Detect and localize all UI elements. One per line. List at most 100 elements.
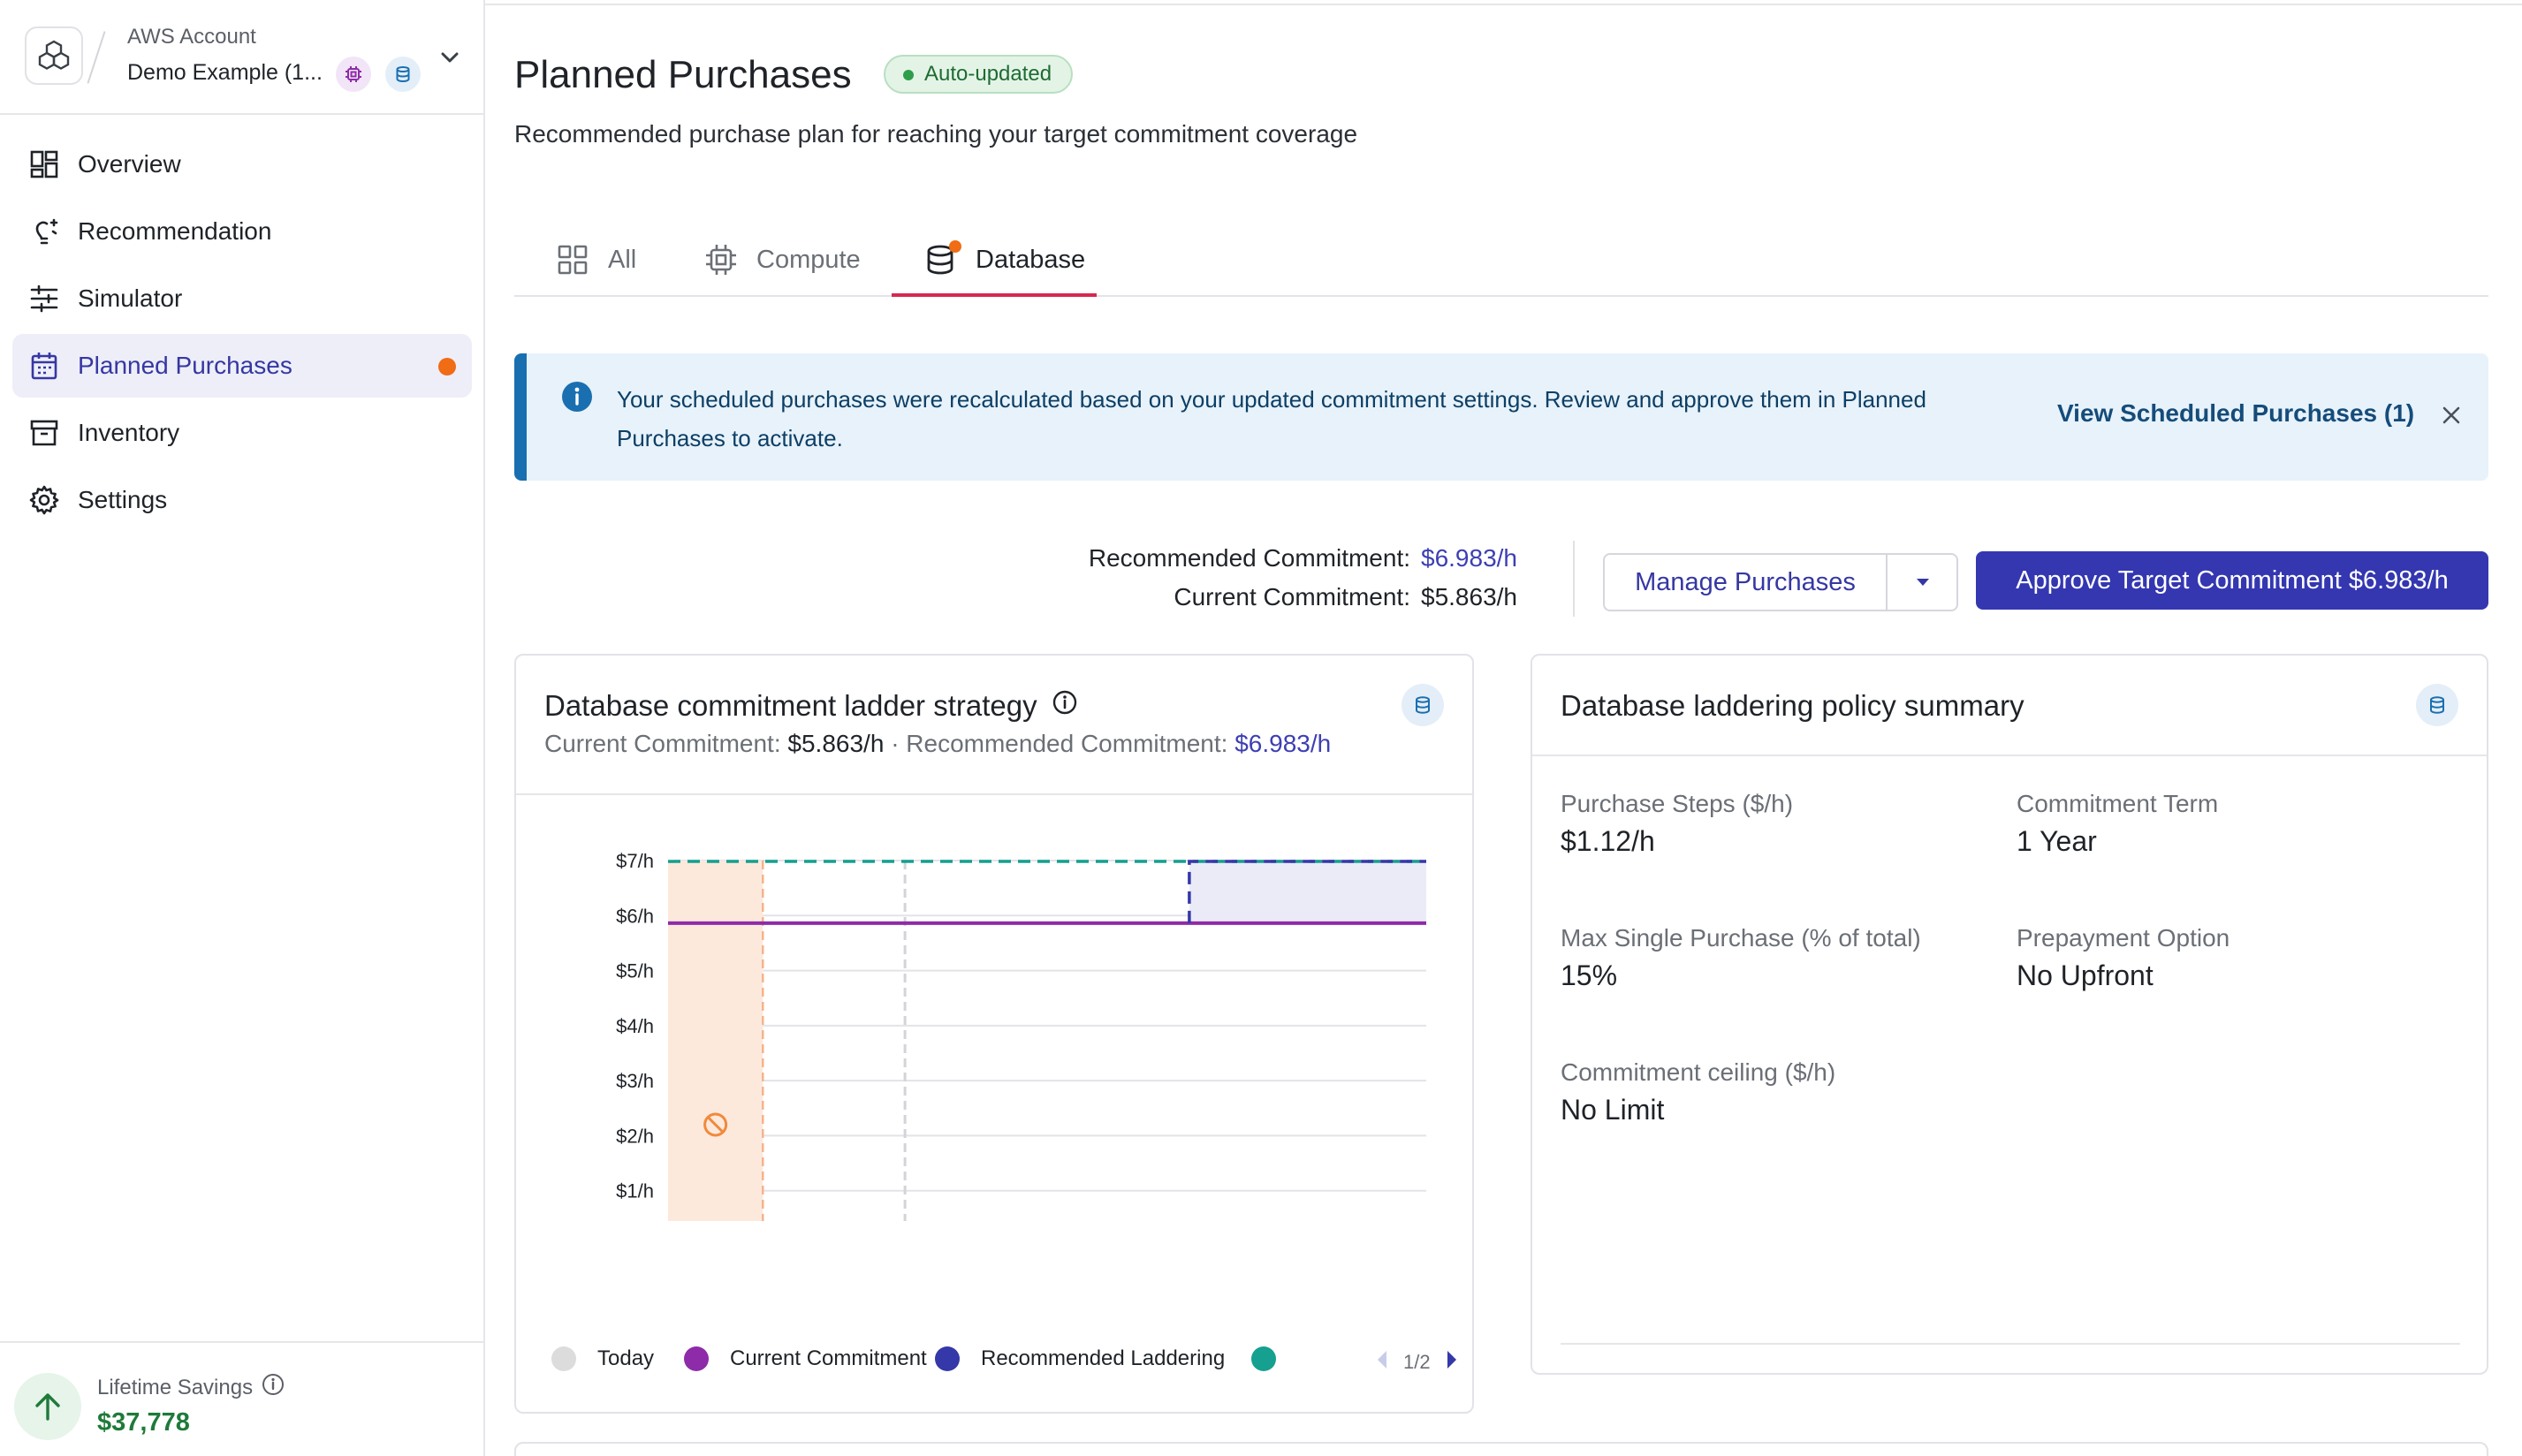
laddering-policy-card: Database laddering policy summary Purcha… — [1531, 654, 2488, 1375]
view-scheduled-purchases-link[interactable]: View Scheduled Purchases (1) — [2057, 399, 2415, 427]
blocked-icon-slash — [707, 1116, 724, 1134]
blocked-range — [668, 861, 763, 1221]
tab-bar: All Compute Database — [514, 223, 2488, 297]
field-value: No Limit — [1561, 1094, 1665, 1126]
legend-swatch — [935, 1346, 960, 1371]
gear-icon — [28, 484, 60, 516]
active-tab-indicator — [892, 293, 1097, 297]
divider — [1573, 541, 1575, 617]
legend-pager: 1/2 — [1373, 1348, 1461, 1376]
tab-label: Compute — [756, 245, 861, 274]
recommended-commitment-label: Recommended Commitment: — [906, 730, 1228, 757]
manage-purchases-button[interactable]: Manage Purchases — [1635, 568, 1856, 596]
card-title: Database commitment ladder strategy — [544, 689, 1037, 722]
field-label: Purchase Steps ($/h) — [1561, 790, 1794, 817]
account-switcher[interactable]: AWS Account Demo Example (1... — [0, 0, 483, 115]
legend-swatch — [551, 1346, 576, 1371]
current-commitment-label: Current Commitment: — [1174, 583, 1410, 610]
legend-recommended-laddering[interactable]: Recommended Laddering — [935, 1346, 1225, 1371]
legend-swatch — [1251, 1346, 1276, 1371]
chevron-right-icon[interactable] — [1443, 1348, 1461, 1376]
chart-legend: Today Current Commitment Recommended Lad… — [551, 1346, 1456, 1382]
policy-max-single-purchase: Max Single Purchase (% of total) 15% — [1561, 924, 1921, 992]
calendar-icon — [28, 350, 60, 382]
page-title: Planned Purchases — [514, 53, 852, 96]
field-label: Commitment Term — [2017, 790, 2219, 817]
info-icon[interactable] — [262, 1373, 285, 1402]
sidebar-item-label: Overview — [78, 150, 181, 178]
policy-commitment-term: Commitment Term 1 Year — [2017, 790, 2218, 858]
tab-all[interactable]: All — [555, 223, 636, 297]
legend-today[interactable]: Today — [551, 1346, 654, 1371]
recommended-commitment-label: Recommended Commitment: — [1088, 544, 1410, 572]
ladder-strategy-card: Database commitment ladder strategy Curr… — [514, 654, 1474, 1414]
recommended-area — [1189, 861, 1426, 923]
lightbulb-icon — [28, 216, 60, 247]
chevron-left-icon[interactable] — [1373, 1348, 1391, 1376]
card-divider — [1532, 755, 2487, 756]
sidebar-item-recommendation[interactable]: Recommendation — [12, 200, 472, 263]
sidebar-nav: Overview Recommendation Simulator Planne… — [12, 133, 472, 535]
database-icon — [2416, 684, 2458, 726]
account-label: AWS Account — [127, 25, 256, 49]
sidebar-item-simulator[interactable]: Simulator — [12, 267, 472, 330]
info-icon[interactable] — [1052, 689, 1078, 723]
database-badge-icon — [385, 57, 421, 92]
savings-value: $37,778 — [97, 1408, 190, 1437]
sidebar-item-label: Planned Purchases — [78, 352, 292, 379]
field-value: 15% — [1561, 959, 1618, 991]
approve-target-commitment-button[interactable]: Approve Target Commitment $6.983/h — [1976, 551, 2488, 610]
dashboard-icon — [28, 148, 60, 180]
sidebar-item-inventory[interactable]: Inventory — [12, 401, 472, 465]
status-badge: Auto-updated — [884, 55, 1074, 94]
field-label: Prepayment Option — [2017, 924, 2230, 952]
ladder-chart: $0/h$1/h$2/h$3/h$4/h$5/h$6/h$7/hAug 29, … — [616, 850, 1426, 1221]
sidebar-item-label: Settings — [78, 486, 168, 513]
top-border — [485, 0, 2522, 5]
tab-compute[interactable]: Compute — [703, 223, 861, 297]
field-value: No Upfront — [2017, 959, 2154, 991]
button-divider — [1886, 555, 1888, 610]
current-commitment-value: $5.863/h — [1421, 583, 1517, 610]
notification-dot — [438, 358, 456, 375]
sidebar-item-overview[interactable]: Overview — [12, 133, 472, 196]
field-label: Commitment ceiling ($/h) — [1561, 1058, 1836, 1086]
account-divider — [87, 31, 106, 84]
y-tick-label: $3/h — [616, 1070, 654, 1092]
info-icon — [560, 380, 594, 418]
sliders-icon — [28, 283, 60, 315]
series-recommended-laddering — [1188, 860, 1426, 923]
recommended-commitment-value: $6.983/h — [1234, 730, 1332, 757]
legend-label: Current Commitment — [730, 1346, 927, 1370]
legend-page: 1/2 — [1403, 1351, 1431, 1373]
chevron-down-icon[interactable] — [437, 44, 463, 75]
sidebar-item-settings[interactable]: Settings — [12, 468, 472, 532]
y-tick-label: $2/h — [616, 1125, 654, 1147]
database-icon — [923, 240, 961, 277]
blocked-icon — [703, 1112, 728, 1137]
chip-icon — [703, 242, 739, 277]
recommended-commitment-value: $6.983/h — [1421, 544, 1517, 572]
sidebar-item-planned-purchases[interactable]: Planned Purchases — [12, 334, 472, 398]
tab-label: Database — [976, 245, 1086, 274]
y-tick-label: $5/h — [616, 960, 654, 982]
policy-prepayment-option: Prepayment Option No Upfront — [2017, 924, 2230, 992]
legend-label: Recommended Laddering — [981, 1346, 1226, 1370]
caret-down-icon[interactable] — [1888, 555, 1958, 610]
tab-database[interactable]: Database — [923, 223, 1085, 297]
lifetime-savings: Lifetime Savings $37,778 — [0, 1341, 483, 1456]
archive-icon — [28, 417, 60, 449]
sidebar-item-label: Recommendation — [78, 217, 272, 245]
close-icon[interactable] — [2434, 398, 2469, 433]
sidebar: AWS Account Demo Example (1... Overview … — [0, 0, 485, 1456]
card-divider — [1561, 1343, 2460, 1345]
sidebar-item-label: Simulator — [78, 284, 183, 312]
legend-target[interactable] — [1251, 1346, 1297, 1371]
page-subtitle: Recommended purchase plan for reaching y… — [514, 120, 1358, 148]
field-value: $1.12/h — [1561, 825, 1655, 857]
manage-purchases-split-button: Manage Purchases — [1603, 553, 1958, 611]
field-value: 1 Year — [2017, 825, 2097, 857]
card-subtitle: Current Commitment: $5.863/h · Recommend… — [544, 730, 1331, 758]
policy-purchase-steps: Purchase Steps ($/h) $1.12/h — [1561, 790, 1793, 858]
legend-current-commitment[interactable]: Current Commitment — [684, 1346, 927, 1371]
